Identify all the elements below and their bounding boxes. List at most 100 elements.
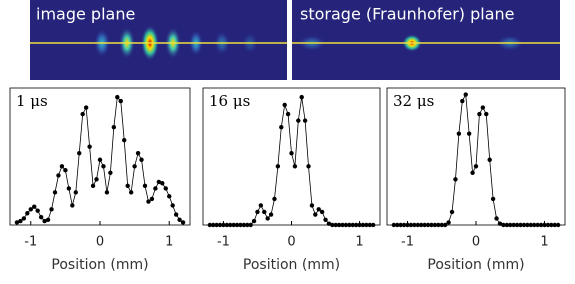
data-point (70, 203, 74, 207)
data-point (450, 210, 454, 214)
data-point (286, 112, 290, 116)
data-point (446, 220, 450, 224)
data-point (477, 112, 481, 116)
data-point (265, 216, 269, 220)
plot-panel: -1 0 1 Position (mm) 1 μs (10, 88, 190, 273)
data-point (467, 131, 471, 135)
data-point (320, 210, 324, 214)
image-label: storage (Fraunhofer) plane (300, 5, 515, 24)
x-tick-label: -1 (401, 235, 414, 250)
x-tick-label: 0 (96, 235, 104, 250)
data-point (115, 95, 119, 99)
data-point (174, 212, 178, 216)
data-point (39, 215, 43, 219)
data-point (150, 197, 154, 201)
data-point (22, 216, 26, 220)
data-point (262, 210, 266, 214)
data-point (129, 190, 133, 194)
data-point (487, 158, 491, 162)
time-label: 32 μs (393, 92, 434, 110)
data-point (464, 92, 468, 96)
data-point (94, 177, 98, 181)
x-tick-label: 1 (540, 235, 548, 250)
time-label: 1 μs (16, 92, 48, 110)
data-point (60, 164, 64, 168)
data-point (153, 186, 157, 190)
plot-panel: -1 0 1 Position (mm) 32 μs (387, 88, 565, 273)
data-point (276, 164, 280, 168)
x-tick-label: 1 (165, 235, 173, 250)
data-point (481, 105, 485, 109)
x-axis-label: Position (mm) (427, 257, 524, 273)
data-point (74, 190, 78, 194)
data-point (252, 219, 256, 223)
data-point (46, 218, 50, 222)
data-point (49, 207, 53, 211)
data-point (160, 181, 164, 185)
data-point (303, 118, 307, 122)
data-point (53, 190, 57, 194)
x-tick-label: -1 (217, 235, 230, 250)
storage-plane-panel: storage (Fraunhofer) plane (292, 0, 560, 80)
image-label: image plane (36, 5, 135, 24)
data-point (279, 125, 283, 129)
data-point (282, 103, 286, 107)
x-axis-label: Position (mm) (51, 257, 148, 273)
data-point (101, 164, 105, 168)
data-point (164, 186, 168, 190)
data-point (98, 158, 102, 162)
x-tick-label: -1 (24, 235, 37, 250)
data-point (132, 164, 136, 168)
data-point (259, 203, 263, 207)
data-point (484, 112, 488, 116)
data-point (556, 223, 560, 227)
data-point (87, 145, 91, 149)
data-point (470, 171, 474, 175)
data-point (248, 223, 252, 227)
data-point (25, 211, 29, 215)
data-point (143, 184, 147, 188)
data-point (136, 151, 140, 155)
data-point (108, 171, 112, 175)
data-point (474, 164, 478, 168)
data-line (394, 95, 558, 225)
data-point (371, 223, 375, 227)
data-point (269, 212, 273, 216)
x-tick-label: 1 (355, 235, 363, 250)
data-point (91, 184, 95, 188)
data-point (112, 125, 116, 129)
data-point (67, 186, 71, 190)
data-point (181, 220, 185, 224)
data-line (210, 97, 373, 225)
x-tick-label: 0 (472, 235, 480, 250)
data-point (125, 184, 129, 188)
data-point (300, 95, 304, 99)
data-point (310, 203, 314, 207)
x-tick-label: 0 (287, 235, 295, 250)
data-point (80, 112, 84, 116)
data-point (457, 131, 461, 135)
time-label: 16 μs (209, 92, 250, 110)
plot-panel: -1 0 1 Position (mm) 16 μs (203, 88, 380, 273)
data-point (293, 164, 297, 168)
x-axis-label: Position (mm) (243, 257, 340, 273)
data-point (296, 118, 300, 122)
data-point (306, 164, 310, 168)
data-point (35, 208, 39, 212)
data-point (289, 151, 293, 155)
figure: image plane storage (Fraunhofer) plane -… (0, 0, 575, 280)
data-point (167, 194, 171, 198)
data-point (272, 197, 276, 201)
data-point (119, 99, 123, 103)
data-point (255, 210, 259, 214)
data-point (56, 173, 60, 177)
data-point (139, 158, 143, 162)
data-point (84, 105, 88, 109)
data-point (63, 168, 67, 172)
data-point (491, 197, 495, 201)
data-point (170, 203, 174, 207)
data-point (453, 177, 457, 181)
data-point (32, 205, 36, 209)
data-point (122, 138, 126, 142)
data-point (313, 212, 317, 216)
